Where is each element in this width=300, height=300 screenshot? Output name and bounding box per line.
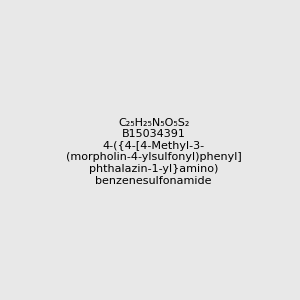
Text: C₂₅H₂₅N₅O₅S₂
B15034391
4-({4-[4-Methyl-3-
(morpholin-4-ylsulfonyl)phenyl]
phthal: C₂₅H₂₅N₅O₅S₂ B15034391 4-({4-[4-Methyl-3… (66, 118, 242, 185)
